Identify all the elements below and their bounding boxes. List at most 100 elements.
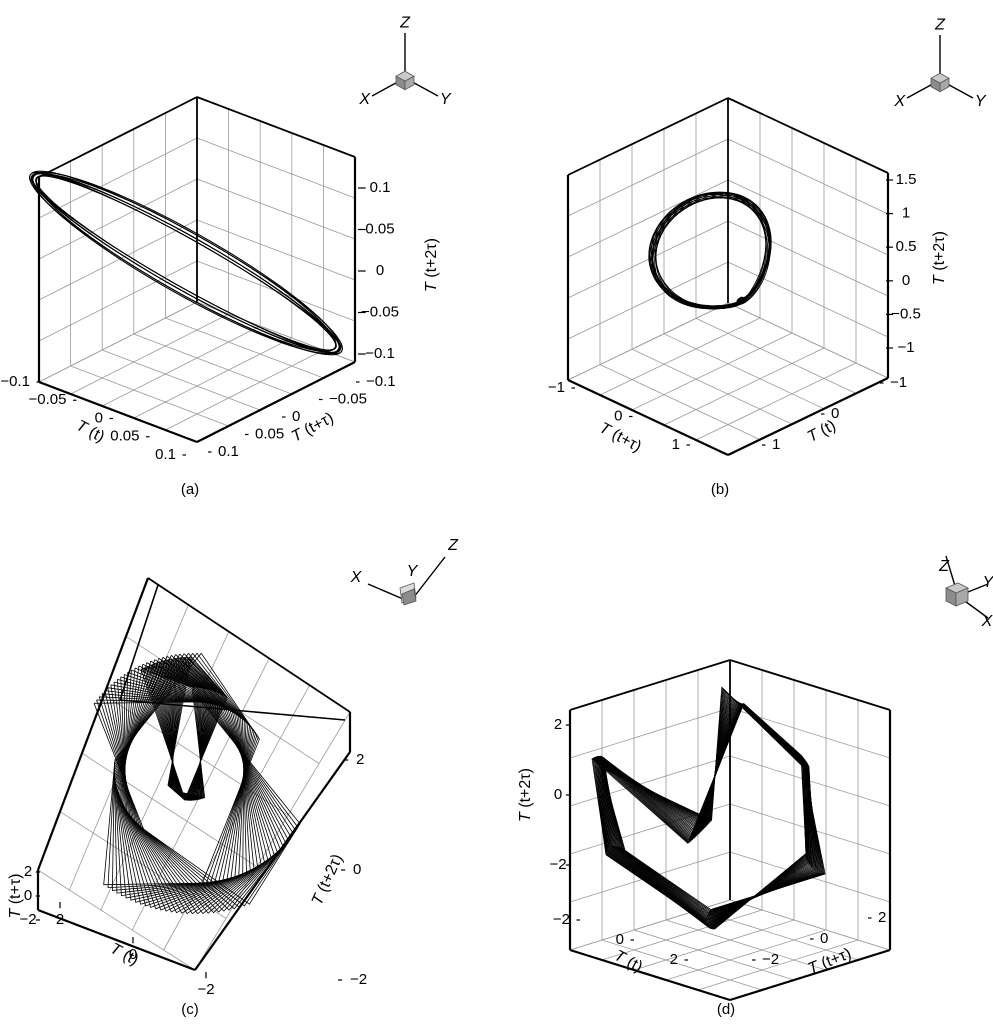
box-edge (729, 659, 891, 711)
trajectory-loop (96, 699, 299, 907)
trajectory-loop (602, 699, 813, 924)
trajectory-loop (107, 652, 259, 889)
axis-label-z: T (t+2τ) (517, 768, 534, 822)
triad-label: Y (407, 563, 419, 580)
grid-line (70, 365, 229, 427)
tick-label-z: −2 (549, 856, 566, 873)
box-edge (147, 577, 351, 713)
tick-label-x: −2 (197, 981, 214, 998)
triad-label: X (350, 569, 363, 586)
axis-label-z: T (t+2τ) (931, 231, 948, 285)
trajectory-loop (101, 693, 294, 910)
box-edge (569, 948, 731, 1002)
tick-label-z: 0.1 (370, 179, 391, 196)
grid-line (133, 333, 292, 395)
tick-label-z: −2 (350, 971, 367, 988)
tick-label-y: −0.05 (329, 390, 367, 407)
grid-line (697, 939, 859, 991)
grid-line (601, 939, 763, 991)
grid-line (196, 137, 356, 199)
box-edge (37, 908, 196, 972)
tick-label-x: 0 (95, 409, 103, 426)
trajectory-loop (601, 700, 811, 926)
grid-line (567, 138, 729, 217)
panel-label: (d) (717, 1001, 735, 1018)
grid-line (194, 711, 351, 971)
box-edge (567, 97, 729, 176)
tick-label-y: −2 (762, 951, 779, 968)
tick-label-x: −0.05 (29, 391, 67, 408)
trajectory-loop (31, 171, 341, 355)
grid-line (601, 909, 763, 961)
tick-label-x: −0.1 (0, 373, 30, 390)
grid-line (567, 302, 729, 381)
grid-line (695, 318, 857, 394)
grid-line (38, 219, 198, 301)
grid-line (38, 260, 198, 342)
trajectory-loop (114, 655, 249, 905)
box-edge (196, 96, 356, 158)
tick-label-y: 2 (878, 909, 886, 926)
trajectory-loop (597, 702, 808, 929)
box-edge (36, 577, 150, 871)
triad-cube-right (404, 75, 415, 91)
tick-label-z: 1 (902, 205, 910, 222)
trajectory-loop (35, 174, 337, 352)
grid-line (133, 337, 292, 419)
tick-label-z: −0.5 (891, 305, 921, 322)
trajectory-loop (655, 191, 770, 310)
grid-line (81, 752, 258, 868)
tick-label-y: 0 (292, 408, 300, 425)
trajectory-loop (115, 656, 247, 907)
trajectory-loop (103, 653, 260, 886)
tick-label-z: −1 (897, 339, 914, 356)
axis-label-y: T (t+τ) (596, 420, 644, 456)
trajectory-loop (111, 652, 258, 891)
grid-line (665, 919, 827, 971)
triad-cube-right (955, 587, 969, 607)
tick-label-y: −1 (548, 379, 565, 396)
grid-line (569, 707, 731, 759)
grid-line (38, 137, 198, 219)
trajectory (29, 170, 343, 356)
box-edge (727, 377, 889, 456)
trajectory-loop (649, 195, 770, 308)
trajectory-loop (114, 655, 251, 903)
grid-line (633, 929, 795, 981)
trajectory-loop (35, 175, 337, 351)
tick-label-x: −2 (553, 911, 570, 928)
box-edge (727, 97, 889, 174)
grid-line (196, 178, 356, 240)
tick-label-y: −0.1 (366, 373, 396, 390)
grid-line (165, 317, 324, 379)
grid-line (599, 317, 761, 396)
grid-line (631, 332, 793, 411)
tick-label-y: 0.05 (255, 425, 284, 442)
box-edge (38, 380, 198, 444)
grid-line (665, 929, 827, 981)
grid-line (569, 755, 731, 807)
axis-label-y: T (t+τ) (7, 874, 24, 919)
tick-label-z: 0 (902, 272, 910, 289)
grid-line (727, 261, 889, 338)
trajectory-loop (35, 174, 337, 352)
triad-label: X (981, 613, 993, 630)
tick-label-x: 1 (772, 436, 780, 453)
orientation-triad: X Y Z (350, 537, 459, 606)
trajectory-loop (29, 172, 343, 354)
trajectory-loop (107, 687, 289, 912)
tick-label-x: 0 (831, 405, 839, 422)
triad-label: Y (440, 91, 452, 108)
trajectory-loop (167, 656, 228, 801)
grid-line (663, 333, 825, 410)
tick-label-z: 0 (353, 861, 361, 878)
tick-label-z: 0 (376, 262, 384, 279)
grid-line (729, 899, 891, 951)
triad-label: X (358, 91, 371, 108)
triad-cube-right (939, 77, 950, 93)
panel-label: (c) (181, 1001, 199, 1018)
tick-label-z: 0.5 (896, 238, 917, 255)
axis-label-x: T (t) (107, 940, 141, 969)
grid-line (165, 349, 324, 431)
